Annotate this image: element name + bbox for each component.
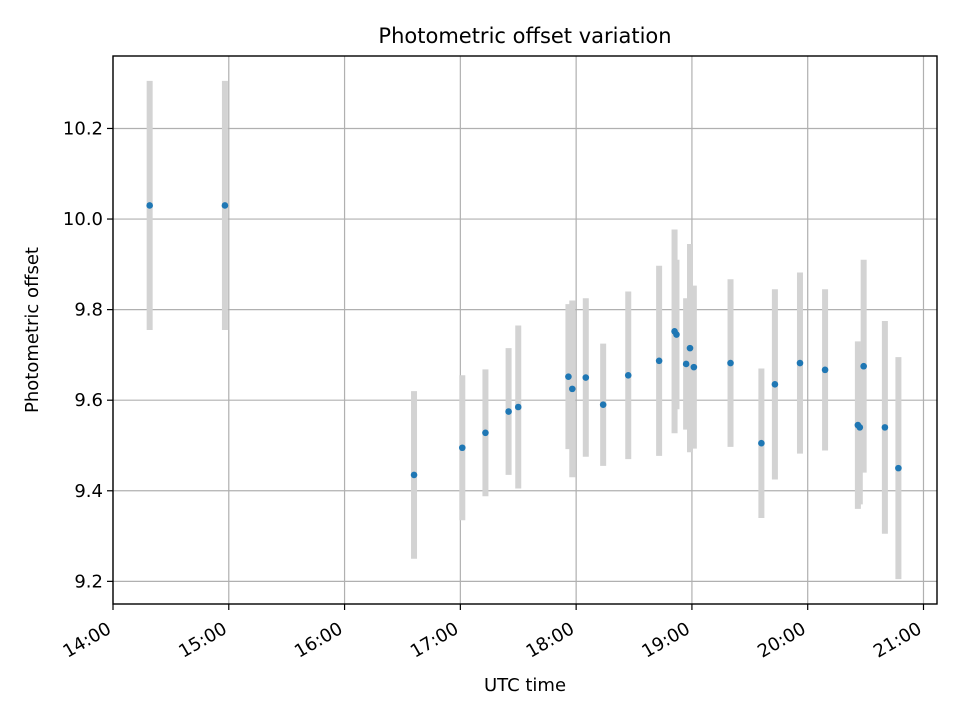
data-point	[221, 202, 229, 209]
chart-title: Photometric offset variation	[378, 24, 671, 48]
y-tick-label: 9.6	[74, 390, 103, 411]
data-point	[771, 381, 779, 388]
data-point	[727, 359, 734, 367]
data-point	[568, 385, 576, 393]
y-tick-label: 9.8	[74, 300, 103, 321]
data-point	[410, 471, 418, 479]
y-axis-ticks: 9.2 9.4 9.6 9.8 10.0 10.2	[63, 118, 113, 592]
data-point	[482, 429, 489, 437]
x-axis-label: UTC time	[484, 675, 566, 696]
data-point	[624, 371, 632, 379]
y-tick-label: 9.4	[74, 481, 103, 502]
data-point	[686, 344, 694, 352]
data-point	[895, 464, 902, 472]
y-gridlines	[113, 127, 937, 582]
data-point	[582, 374, 590, 381]
y-axis-label: Photometric offset	[22, 247, 43, 413]
data-point	[599, 401, 607, 409]
plot-frame	[112, 55, 938, 605]
data-point	[514, 403, 522, 411]
data-point	[690, 363, 698, 371]
data-point	[655, 357, 663, 365]
data-point	[673, 331, 680, 338]
data-point	[505, 408, 512, 415]
y-tick-label: 9.2	[74, 571, 103, 592]
y-tick-label: 10.2	[63, 118, 103, 139]
data-point	[856, 424, 864, 431]
data-point	[565, 373, 572, 380]
data-point	[758, 439, 765, 447]
data-point	[860, 362, 867, 370]
data-point	[682, 360, 690, 368]
data-point	[796, 359, 804, 367]
data-point	[881, 424, 889, 431]
y-tick-label: 10.0	[63, 209, 103, 230]
data-point	[458, 444, 466, 452]
data-point	[146, 202, 153, 209]
data-points	[146, 202, 902, 479]
data-point	[821, 366, 829, 374]
